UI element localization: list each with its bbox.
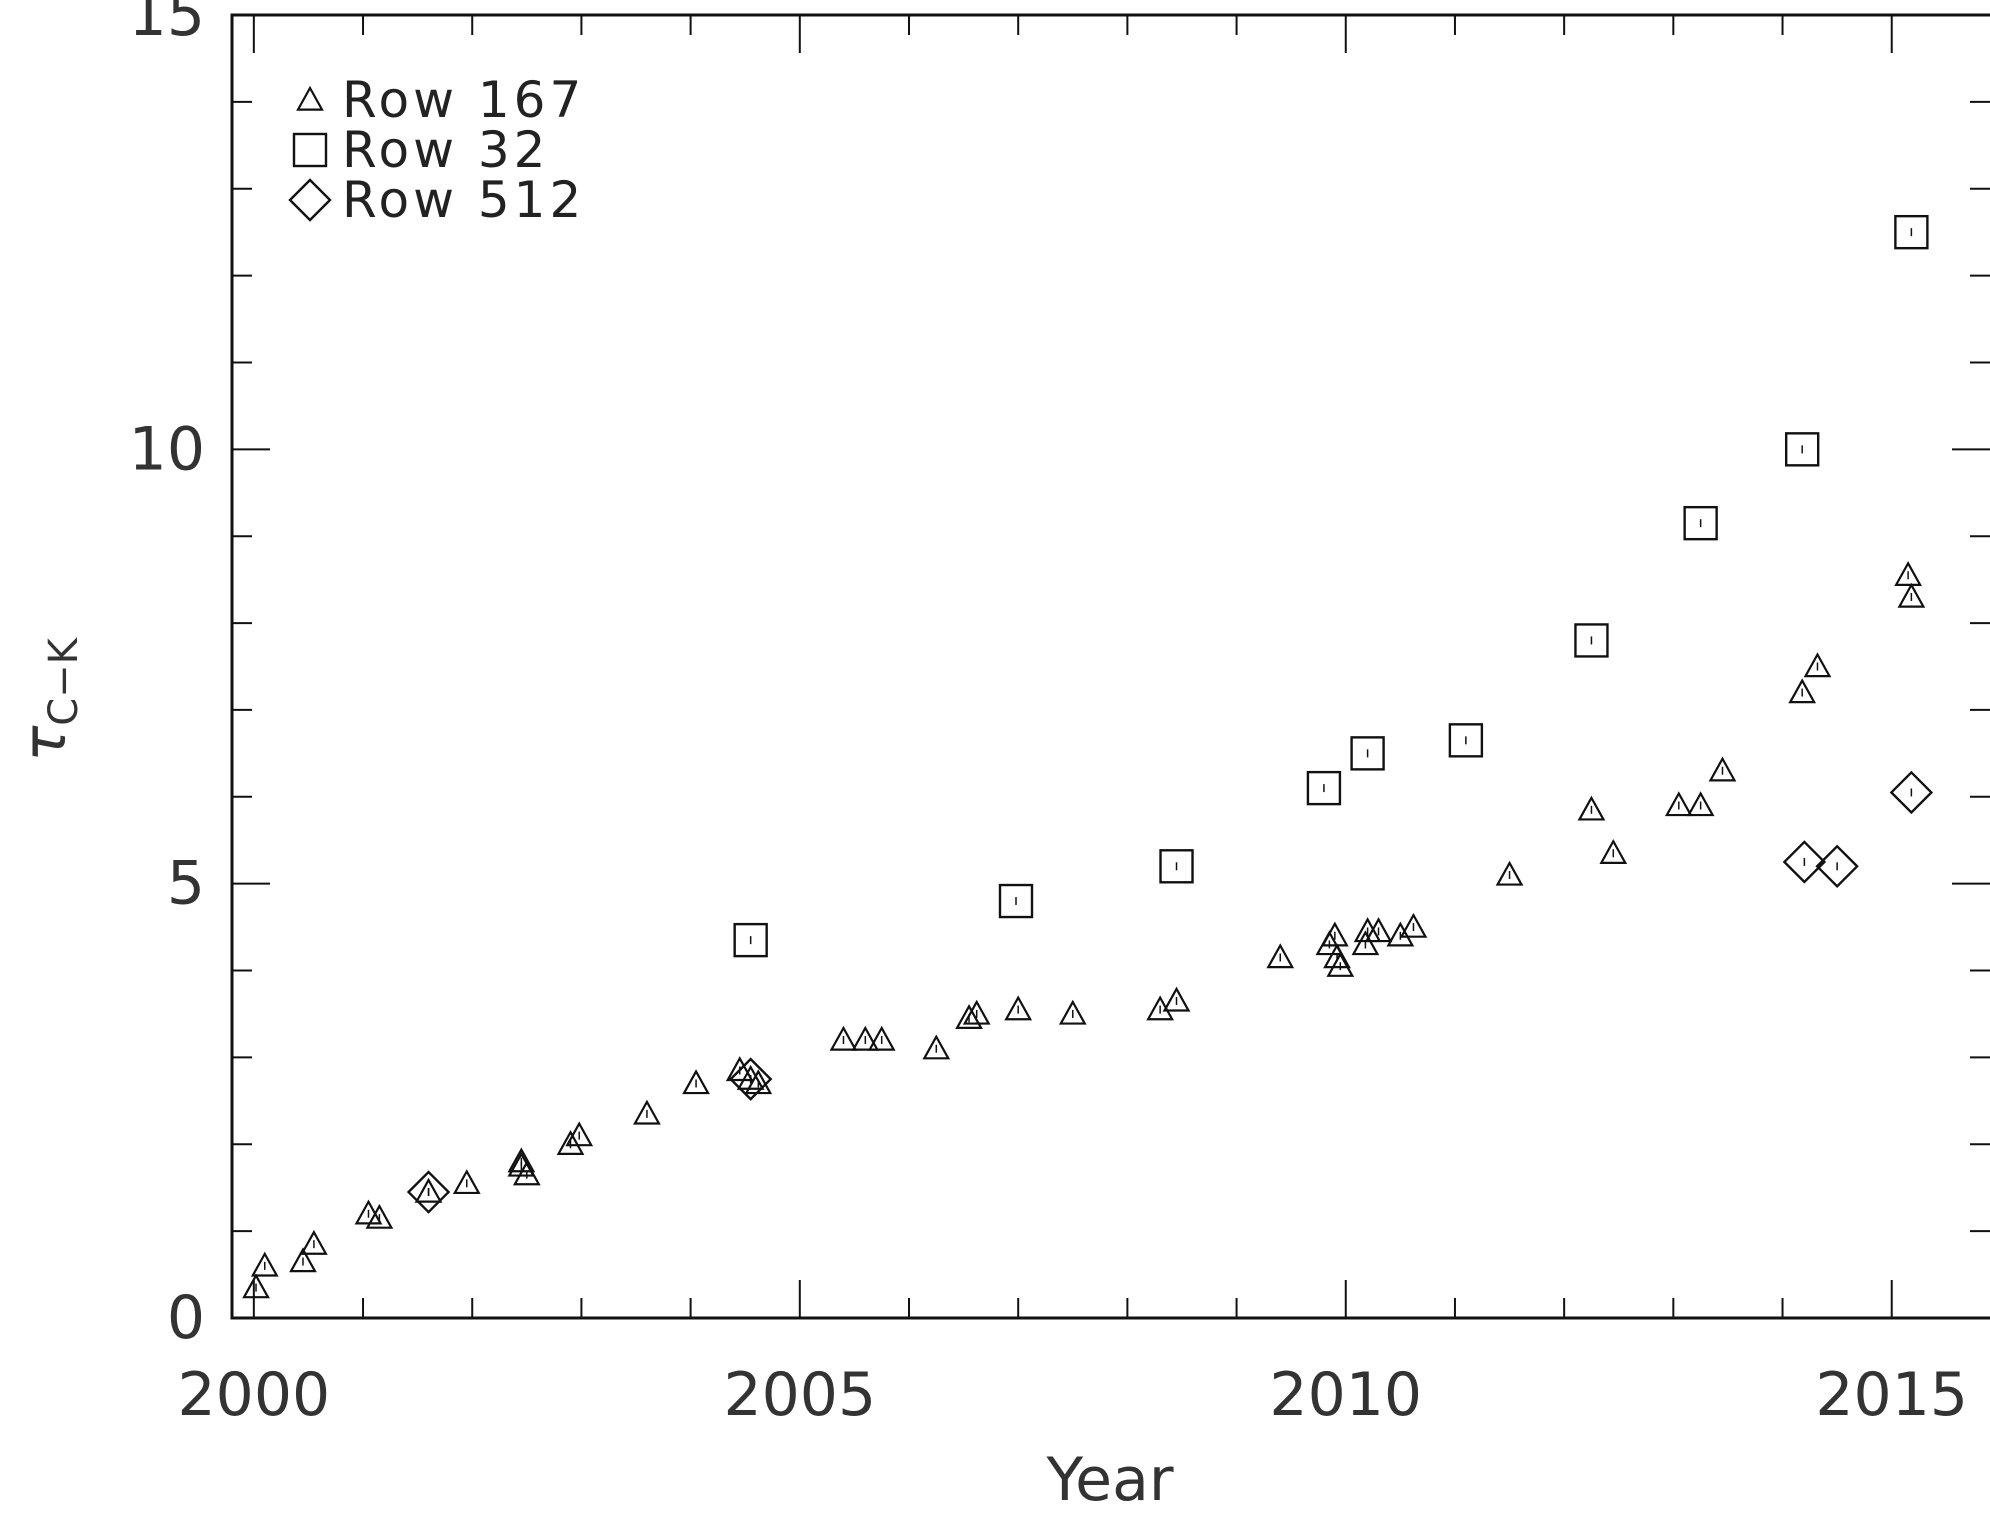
y-tick-label: 5 bbox=[167, 849, 205, 919]
data-point-row-167 bbox=[1004, 995, 1033, 1021]
data-point-row-167 bbox=[851, 1025, 880, 1051]
data-point-row-167 bbox=[512, 1160, 541, 1186]
data-point-row-167 bbox=[1803, 652, 1832, 678]
data-point-row-167 bbox=[414, 1177, 443, 1203]
data-point-row-167 bbox=[922, 1034, 951, 1060]
data-point-row-167 bbox=[1351, 930, 1380, 956]
data-point-row-167 bbox=[1320, 921, 1349, 947]
data-point-row-167 bbox=[633, 1099, 661, 1125]
x-tick-label: 2000 bbox=[177, 1360, 330, 1430]
data-point-row-167 bbox=[1399, 912, 1428, 938]
y-axis-label-symbol: τ bbox=[10, 725, 80, 762]
data-point-row-167 bbox=[1058, 999, 1087, 1025]
data-point-row-167 bbox=[1894, 561, 1922, 586]
data-point-row-32 bbox=[1894, 214, 1929, 250]
data-point-row-167 bbox=[1495, 860, 1524, 886]
data-point-row-167 bbox=[242, 1273, 270, 1299]
data-point-row-167 bbox=[1386, 921, 1415, 947]
data-point-row-167 bbox=[867, 1025, 896, 1051]
data-point-row-167 bbox=[365, 1203, 394, 1229]
legend-marker-row-32 bbox=[292, 132, 328, 168]
data-point-row-167 bbox=[1364, 917, 1393, 943]
data-point-row-167 bbox=[1577, 795, 1606, 821]
data-point-row-167 bbox=[1326, 951, 1355, 977]
data-point-row-512 bbox=[1782, 840, 1827, 884]
data-point-row-512 bbox=[728, 1057, 773, 1101]
x-axis-label: Year bbox=[1045, 1445, 1173, 1514]
data-point-row-167 bbox=[955, 1004, 983, 1030]
legend-label-row-32: Row 32 bbox=[342, 121, 550, 179]
data-point-row-32 bbox=[1574, 623, 1609, 658]
data-point-row-32 bbox=[1683, 505, 1718, 541]
data-point-row-167 bbox=[556, 1130, 585, 1155]
y-axis-label-subscript: C−K bbox=[41, 636, 87, 725]
data-point-row-167 bbox=[1323, 943, 1351, 969]
data-points bbox=[242, 214, 1934, 1299]
axis-tick-labels: 2000 2005 2010 2015 0 5 10 15 bbox=[129, 0, 1968, 1430]
data-point-row-167 bbox=[1664, 791, 1693, 817]
legend-marker-row-512 bbox=[288, 178, 332, 222]
data-point-row-167 bbox=[1266, 943, 1295, 969]
data-point-row-167 bbox=[354, 1199, 383, 1225]
legend-label-row-167: Row 167 bbox=[342, 71, 585, 129]
data-point-row-167 bbox=[1788, 678, 1817, 704]
data-point-row-167 bbox=[1599, 838, 1628, 864]
y-tick-label: 10 bbox=[129, 414, 205, 484]
data-point-row-32 bbox=[1350, 736, 1385, 771]
data-point-row-167 bbox=[452, 1169, 481, 1195]
data-point-row-32 bbox=[1306, 770, 1342, 806]
data-point-row-167 bbox=[725, 1056, 754, 1082]
plot-border bbox=[230, 13, 1990, 1320]
data-point-row-167 bbox=[300, 1229, 328, 1255]
y-tick-label: 15 bbox=[129, 0, 205, 50]
data-point-row-167 bbox=[1708, 756, 1737, 782]
data-point-row-167 bbox=[736, 1064, 765, 1090]
data-point-row-167 bbox=[1686, 791, 1715, 817]
data-point-row-32 bbox=[733, 922, 768, 958]
legend-label-row-512: Row 512 bbox=[342, 171, 585, 229]
x-tick-label: 2010 bbox=[1269, 1360, 1422, 1430]
data-point-row-512 bbox=[1889, 770, 1934, 815]
data-point-row-167 bbox=[1897, 582, 1926, 608]
data-point-row-167 bbox=[289, 1247, 317, 1273]
y-tick-label: 0 bbox=[167, 1283, 205, 1353]
data-point-row-167 bbox=[250, 1251, 279, 1277]
data-point-row-167 bbox=[829, 1025, 858, 1051]
axis-ticks bbox=[232, 14, 1990, 1319]
data-point-row-512 bbox=[1815, 844, 1859, 888]
data-point-row-167 bbox=[565, 1121, 594, 1147]
data-point-row-167 bbox=[1162, 986, 1191, 1012]
data-point-row-512 bbox=[406, 1170, 451, 1214]
x-tick-label: 2015 bbox=[1815, 1360, 1968, 1430]
data-point-row-167 bbox=[962, 999, 991, 1025]
legend-marker-row-167 bbox=[296, 85, 324, 111]
y-axis-label: τC−K bbox=[10, 636, 87, 762]
data-point-row-32 bbox=[1159, 849, 1194, 884]
data-point-row-32 bbox=[998, 883, 1034, 919]
data-point-row-32 bbox=[1784, 432, 1820, 467]
data-point-row-32 bbox=[1448, 723, 1484, 758]
data-point-row-167 bbox=[682, 1069, 710, 1095]
x-tick-label: 2005 bbox=[723, 1360, 876, 1430]
plot-frame bbox=[230, 13, 1990, 1320]
